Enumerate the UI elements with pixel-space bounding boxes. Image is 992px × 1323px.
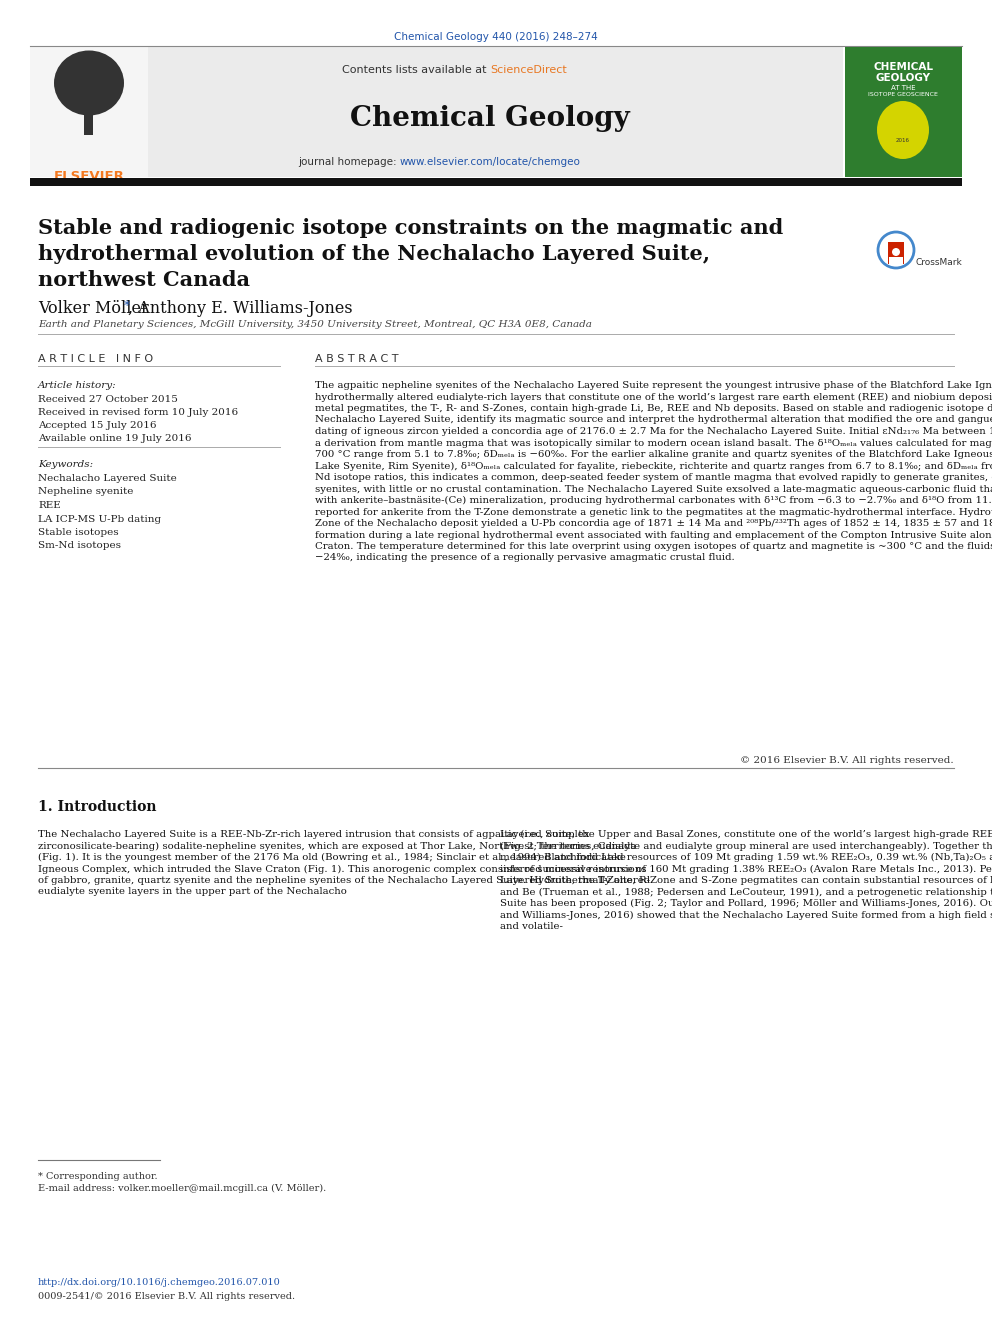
- Text: Nechalacho Layered Suite, identify its magmatic source and interpret the hydroth: Nechalacho Layered Suite, identify its m…: [315, 415, 992, 425]
- Text: zirconosilicate-bearing) sodalite-nepheline syenites, which are exposed at Thor : zirconosilicate-bearing) sodalite-nephel…: [38, 841, 637, 851]
- Text: A B S T R A C T: A B S T R A C T: [315, 355, 399, 364]
- Text: Layered Suite, the T-Zone, R-Zone and S-Zone pegmatites can contain substantial : Layered Suite, the T-Zone, R-Zone and S-…: [500, 876, 992, 885]
- Text: Available online 19 July 2016: Available online 19 July 2016: [38, 434, 191, 443]
- Text: dating of igneous zircon yielded a concordia age of 2176.0 ± 2.7 Ma for the Nech: dating of igneous zircon yielded a conco…: [315, 427, 992, 437]
- Bar: [30, 48, 148, 177]
- Text: Volker Möller: Volker Möller: [38, 300, 149, 318]
- Text: journal homepage:: journal homepage:: [299, 157, 400, 167]
- Text: Nechalacho Layered Suite: Nechalacho Layered Suite: [38, 474, 177, 483]
- Bar: [30, 179, 962, 187]
- Text: inferred mineral resource of 160 Mt grading 1.38% REE₂O₃ (Avalon Rare Metals Inc: inferred mineral resource of 160 Mt grad…: [500, 864, 992, 873]
- Text: Received in revised form 10 July 2016: Received in revised form 10 July 2016: [38, 407, 238, 417]
- Text: 0009-2541/© 2016 Elsevier B.V. All rights reserved.: 0009-2541/© 2016 Elsevier B.V. All right…: [38, 1293, 296, 1301]
- Text: (Fig. 2; the terms eudialyte and eudialyte group mineral are used interchangeabl: (Fig. 2; the terms eudialyte and eudialy…: [500, 841, 992, 851]
- Text: hydrothermally altered eudialyte-rich layers that constitute one of the world’s : hydrothermally altered eudialyte-rich la…: [315, 393, 992, 402]
- Text: AT THE: AT THE: [891, 85, 916, 91]
- Text: Lake Syenite, Rim Syenite), δ¹⁸Oₘₑₗₐ calculated for fayalite, riebeckite, richte: Lake Syenite, Rim Syenite), δ¹⁸Oₘₑₗₐ cal…: [315, 462, 992, 471]
- Text: Sm-Nd isotopes: Sm-Nd isotopes: [38, 541, 121, 550]
- Text: Chemical Geology: Chemical Geology: [350, 105, 630, 132]
- Text: and Be (Trueman et al., 1988; Pedersen and LeCouteur, 1991), and a petrogenetic : and Be (Trueman et al., 1988; Pedersen a…: [500, 888, 992, 897]
- Bar: [148, 48, 843, 177]
- Text: E-mail address: volker.moeller@mail.mcgill.ca (V. Möller).: E-mail address: volker.moeller@mail.mcgi…: [38, 1184, 326, 1193]
- Text: CrossMark: CrossMark: [916, 258, 963, 267]
- Text: LA ICP-MS U-Pb dating: LA ICP-MS U-Pb dating: [38, 515, 161, 524]
- Text: ELSEVIER: ELSEVIER: [54, 169, 124, 183]
- Text: Zone of the Nechalacho deposit yielded a U-Pb concordia age of 1871 ± 14 Ma and : Zone of the Nechalacho deposit yielded a…: [315, 519, 992, 528]
- Text: eudialyte syenite layers in the upper part of the Nechalacho: eudialyte syenite layers in the upper pa…: [38, 888, 347, 897]
- Bar: [845, 48, 962, 177]
- Text: 700 °C range from 5.1 to 7.8‰; δDₘₑₗₐ is −60‰. For the earlier alkaline granite : 700 °C range from 5.1 to 7.8‰; δDₘₑₗₐ is…: [315, 450, 992, 459]
- Text: with ankerite–bastnäsite-(Ce) mineralization, producing hydrothermal carbonates : with ankerite–bastnäsite-(Ce) mineraliza…: [315, 496, 992, 505]
- Text: Received 27 October 2015: Received 27 October 2015: [38, 396, 178, 404]
- Text: ScienceDirect: ScienceDirect: [490, 65, 566, 75]
- Text: *: *: [120, 300, 130, 314]
- Text: CHEMICAL: CHEMICAL: [873, 62, 933, 71]
- Text: Article history:: Article history:: [38, 381, 117, 390]
- Text: Earth and Planetary Sciences, McGill University, 3450 University Street, Montrea: Earth and Planetary Sciences, McGill Uni…: [38, 320, 592, 329]
- Text: Nepheline syenite: Nepheline syenite: [38, 487, 133, 496]
- Ellipse shape: [877, 101, 929, 159]
- Text: Stable and radiogenic isotope constraints on the magmatic and: Stable and radiogenic isotope constraint…: [38, 218, 784, 238]
- Text: Nd isotope ratios, this indicates a common, deep-seated feeder system of mantle : Nd isotope ratios, this indicates a comm…: [315, 474, 992, 482]
- Text: of gabbro, granite, quartz syenite and the nepheline syenites of the Nechalacho : of gabbro, granite, quartz syenite and t…: [38, 876, 650, 885]
- Text: www.elsevier.com/locate/chemgeo: www.elsevier.com/locate/chemgeo: [400, 157, 581, 167]
- Text: ISOTOPE GEOSCIENCE: ISOTOPE GEOSCIENCE: [868, 93, 938, 97]
- Text: measured and indicated resources of 109 Mt grading 1.59 wt.% REE₂O₃, 0.39 wt.% (: measured and indicated resources of 109 …: [500, 853, 992, 863]
- Text: , Anthony E. Williams-Jones: , Anthony E. Williams-Jones: [128, 300, 352, 318]
- Text: Contents lists available at: Contents lists available at: [342, 65, 490, 75]
- Text: Igneous Complex, which intruded the Slave Craton (Fig. 1). This anorogenic compl: Igneous Complex, which intruded the Slav…: [38, 864, 647, 873]
- Text: 1. Introduction: 1. Introduction: [38, 800, 157, 814]
- Text: * Corresponding author.: * Corresponding author.: [38, 1172, 158, 1181]
- Bar: [888, 242, 904, 265]
- Text: Craton. The temperature determined for this late overprint using oxygen isotopes: Craton. The temperature determined for t…: [315, 542, 992, 550]
- Text: −24‰, indicating the presence of a regionally pervasive amagmatic crustal fluid.: −24‰, indicating the presence of a regio…: [315, 553, 735, 562]
- Text: Suite has been proposed (Fig. 2; Taylor and Pollard, 1996; Möller and Williams-J: Suite has been proposed (Fig. 2; Taylor …: [500, 900, 992, 908]
- Text: A R T I C L E   I N F O: A R T I C L E I N F O: [38, 355, 153, 364]
- Text: syenites, with little or no crustal contamination. The Nechalacho Layered Suite : syenites, with little or no crustal cont…: [315, 484, 992, 493]
- Circle shape: [892, 247, 900, 255]
- Text: REE: REE: [38, 501, 61, 509]
- Text: The agpaitic nepheline syenites of the Nechalacho Layered Suite represent the yo: The agpaitic nepheline syenites of the N…: [315, 381, 992, 390]
- Text: a derivation from mantle magma that was isotopically similar to modern ocean isl: a derivation from mantle magma that was …: [315, 438, 992, 447]
- Text: The Nechalacho Layered Suite is a REE-Nb-Zr-rich layered intrusion that consists: The Nechalacho Layered Suite is a REE-Nb…: [38, 830, 589, 839]
- Text: Keywords:: Keywords:: [38, 460, 93, 468]
- Text: (Fig. 1). It is the youngest member of the 2176 Ma old (Bowring et al., 1984; Si: (Fig. 1). It is the youngest member of t…: [38, 853, 626, 863]
- Ellipse shape: [54, 50, 124, 115]
- Text: Layered Suite, the Upper and Basal Zones, constitute one of the world’s largest : Layered Suite, the Upper and Basal Zones…: [500, 830, 992, 839]
- Text: http://dx.doi.org/10.1016/j.chemgeo.2016.07.010: http://dx.doi.org/10.1016/j.chemgeo.2016…: [38, 1278, 281, 1287]
- Text: and Williams-Jones, 2016) showed that the Nechalacho Layered Suite formed from a: and Williams-Jones, 2016) showed that th…: [500, 910, 992, 919]
- Text: hydrothermal evolution of the Nechalacho Layered Suite,: hydrothermal evolution of the Nechalacho…: [38, 243, 710, 265]
- Text: and volatile-: and volatile-: [500, 922, 562, 931]
- Text: © 2016 Elsevier B.V. All rights reserved.: © 2016 Elsevier B.V. All rights reserved…: [740, 755, 954, 765]
- Bar: [889, 257, 903, 265]
- Text: 2016: 2016: [896, 138, 910, 143]
- Text: GEOLOGY: GEOLOGY: [876, 73, 930, 83]
- Text: reported for ankerite from the T-Zone demonstrate a genetic link to the pegmatit: reported for ankerite from the T-Zone de…: [315, 508, 992, 516]
- Text: formation during a late regional hydrothermal event associated with faulting and: formation during a late regional hydroth…: [315, 531, 992, 540]
- Bar: [84, 110, 93, 135]
- Text: Accepted 15 July 2016: Accepted 15 July 2016: [38, 421, 157, 430]
- Text: Chemical Geology 440 (2016) 248–274: Chemical Geology 440 (2016) 248–274: [394, 32, 598, 42]
- Text: northwest Canada: northwest Canada: [38, 270, 250, 290]
- Text: Stable isotopes: Stable isotopes: [38, 528, 119, 537]
- Text: metal pegmatites, the T-, R- and S-Zones, contain high-grade Li, Be, REE and Nb : metal pegmatites, the T-, R- and S-Zones…: [315, 404, 992, 413]
